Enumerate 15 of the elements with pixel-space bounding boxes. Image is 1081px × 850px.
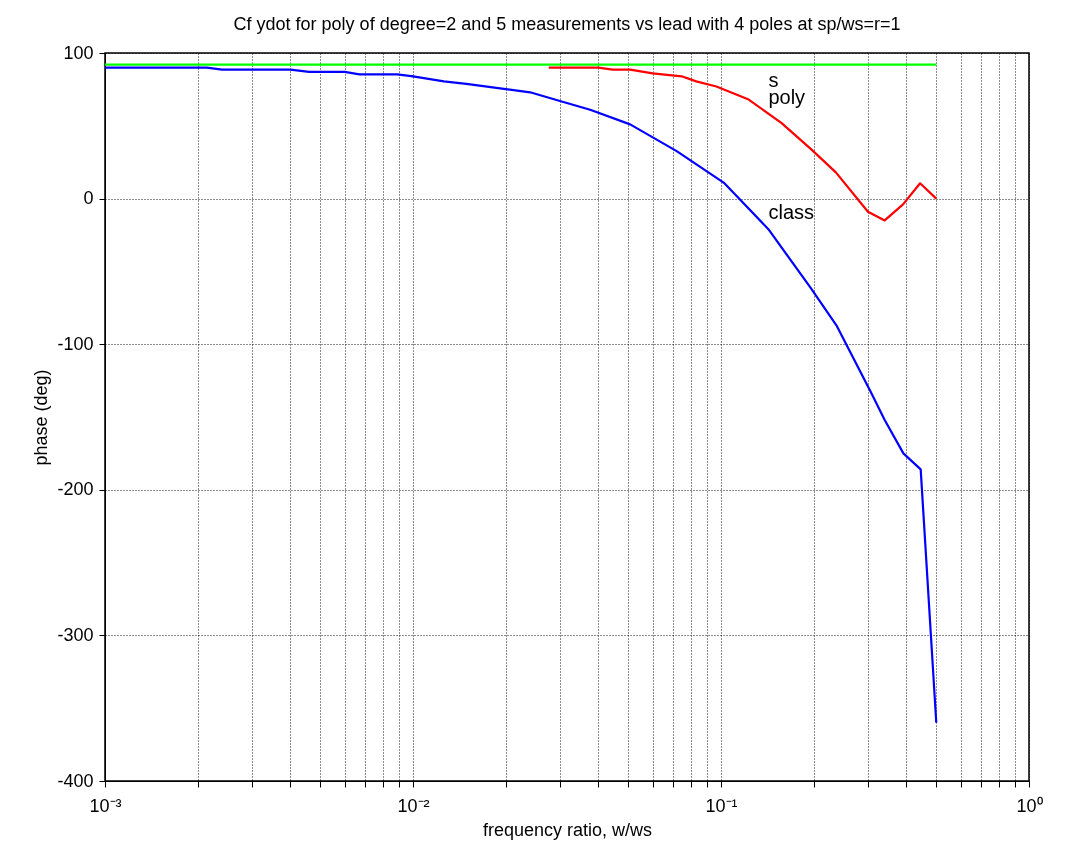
y-tick-label: 100: [63, 42, 94, 63]
series-label: class: [768, 201, 815, 224]
y-tick-label: -200: [57, 479, 94, 500]
x-axis-title: frequency ratio, w/ws: [482, 819, 653, 840]
x-tick-label: 10⁰: [1016, 795, 1043, 816]
y-axis-title: phase (deg): [31, 369, 52, 466]
series-label: s: [768, 68, 779, 91]
x-tick-label: 10⁻²: [397, 795, 430, 816]
y-tick-label: -400: [57, 770, 94, 791]
y-tick-label: 0: [83, 188, 94, 209]
x-tick-label: 10⁻³: [89, 795, 122, 816]
x-tick-label: 10⁻¹: [705, 795, 738, 816]
y-tick-label: -100: [57, 333, 94, 354]
chart-title: Cf ydot for poly of degree=2 and 5 measurements vs lead with 4 poles at sp/ws=r=1: [233, 14, 901, 34]
y-tick-label: -300: [57, 624, 94, 645]
